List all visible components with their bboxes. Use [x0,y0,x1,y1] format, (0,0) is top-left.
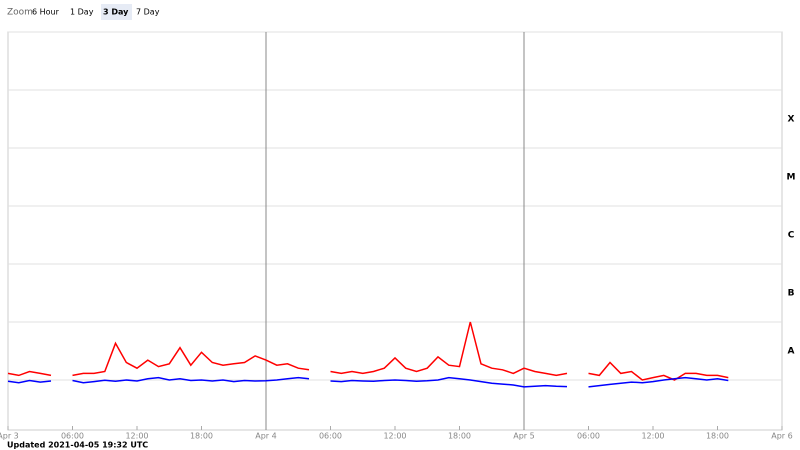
zoom-selected-bg [101,4,132,20]
plot-area [7,31,783,431]
zoom-button[interactable]: 3 Day [103,8,129,17]
x-tick-label: 06:00 [577,432,600,441]
class-label: C [788,231,795,241]
flux-line [72,341,310,377]
x-tick-label: 12:00 [125,432,148,441]
footer: Updated 2021-04-05 19:32 UTC [7,441,148,450]
flux-line [72,376,310,384]
x-tick-label: Apr 6 [771,432,792,441]
zoom-label: Zoom [7,8,33,18]
flux-line [588,376,729,388]
class-label: A [788,347,795,357]
class-label: B [788,289,795,299]
x-tick-label: Apr 5 [513,432,534,441]
zoom-button[interactable]: 7 Day [136,8,160,17]
x-tick-label: 18:00 [190,432,213,441]
zoom-button[interactable]: 1 Day [70,8,94,17]
class-label: X [788,115,795,125]
x-tick-label: 06:00 [61,432,84,441]
flux-line [588,361,729,381]
class-label: M [787,173,796,183]
x-tick-label: 12:00 [641,432,664,441]
flux-line [330,321,568,377]
flux-line [7,370,52,377]
x-tick-label: Apr 4 [255,432,276,441]
flux-line [7,379,52,384]
zoom-button[interactable]: 6 Hour [32,8,60,17]
x-tick-label: 12:00 [383,432,406,441]
x-tick-label: 18:00 [706,432,729,441]
x-tick-label: 06:00 [319,432,342,441]
flux-line [330,376,568,388]
x-tick-label: 18:00 [448,432,471,441]
x-tick-label: Apr 3 [0,432,19,441]
